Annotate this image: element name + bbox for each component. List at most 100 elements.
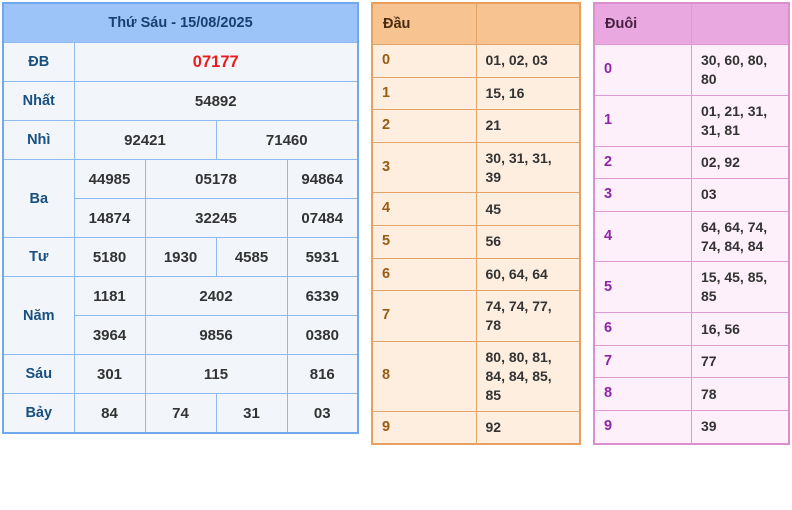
dau-title: Đầu: [371, 2, 477, 45]
prize-value-nam-6: 0380: [286, 315, 359, 355]
prize-value-db: 07177: [73, 42, 359, 82]
prize-value-ba-5: 32245: [144, 198, 288, 238]
prize-value-ba-3: 94864: [286, 159, 359, 199]
dau-row-9: 9 92: [371, 410, 581, 445]
duoi-row-0: 0 30, 60, 80, 80: [593, 44, 790, 96]
dau-key-6: 6: [371, 257, 477, 292]
table-row-db: ĐB 07177: [2, 42, 359, 82]
prize-value-sau-1: 301: [73, 354, 146, 394]
table-row-sau: Sáu 301 115 816: [2, 354, 359, 394]
prize-label-ba: Ba: [2, 159, 75, 238]
duoi-values-8: 78: [691, 377, 790, 411]
dau-row-8: 8 80, 80, 81, 84, 84, 85, 85: [371, 340, 581, 412]
dau-values-4: 45: [475, 192, 581, 227]
prize-label-tu: Tư: [2, 237, 75, 277]
dau-values-9: 92: [475, 410, 581, 445]
prize-value-nam-1: 1181: [73, 276, 146, 316]
duoi-row-1: 1 01, 21, 31, 31, 81: [593, 94, 790, 147]
duoi-header-blank: [691, 2, 790, 45]
prize-value-bay-4: 03: [286, 393, 359, 434]
duoi-values-2: 02, 92: [691, 145, 790, 180]
prize-value-sau-2: 115: [144, 354, 288, 394]
duoi-values-7: 77: [691, 344, 790, 379]
duoi-key-1: 1: [593, 94, 692, 147]
main-results-table: Thứ Sáu - 15/08/2025 ĐB 07177 Nhất 54892…: [2, 2, 359, 434]
dau-row-5: 5 56: [371, 225, 581, 259]
dau-key-8: 8: [371, 340, 477, 412]
dau-values-5: 56: [475, 225, 581, 259]
dau-key-7: 7: [371, 290, 477, 342]
prize-value-nam-3: 6339: [286, 276, 359, 316]
duoi-key-8: 8: [593, 377, 692, 411]
dau-row-4: 4 45: [371, 192, 581, 227]
duoi-key-9: 9: [593, 409, 692, 445]
dau-table: Đầu 0 01, 02, 03 1 15, 16 2 21 3 30,: [371, 2, 581, 446]
duoi-key-6: 6: [593, 312, 692, 346]
prize-value-nhi-2: 71460: [215, 120, 359, 160]
duoi-title: Đuôi: [593, 2, 692, 45]
dau-header-row: Đầu: [371, 2, 581, 45]
prize-value-bay-2: 74: [144, 393, 217, 434]
prize-label-bay: Bảy: [2, 393, 75, 434]
duoi-row-4: 4 64, 64, 74, 74, 84, 84: [593, 210, 790, 263]
prize-value-nhat: 54892: [73, 81, 359, 121]
prize-label-db: ĐB: [2, 42, 75, 82]
dau-values-0: 01, 02, 03: [475, 44, 581, 78]
duoi-values-0: 30, 60, 80, 80: [691, 44, 790, 96]
prize-value-nam-2: 2402: [144, 276, 288, 316]
duoi-values-1: 01, 21, 31, 31, 81: [691, 94, 790, 147]
duoi-values-9: 39: [691, 409, 790, 445]
duoi-values-3: 03: [691, 178, 790, 212]
dau-table-wrapper: Đầu 0 01, 02, 03 1 15, 16 2 21 3 30,: [371, 2, 581, 446]
duoi-row-2: 2 02, 92: [593, 145, 790, 180]
table-header-row: Thứ Sáu - 15/08/2025: [2, 2, 359, 43]
results-date-header: Thứ Sáu - 15/08/2025: [2, 2, 359, 43]
duoi-row-3: 3 03: [593, 178, 790, 212]
duoi-table: Đuôi 0 30, 60, 80, 80 1 01, 21, 31, 31, …: [593, 2, 790, 445]
prize-value-nam-5: 9856: [144, 315, 288, 355]
duoi-key-3: 3: [593, 178, 692, 212]
dau-row-3: 3 30, 31, 31, 39: [371, 141, 581, 194]
prize-label-sau: Sáu: [2, 354, 75, 394]
table-row-ba-1: Ba 44985 05178 94864: [2, 159, 359, 238]
duoi-header-row: Đuôi: [593, 2, 790, 45]
dau-values-8: 80, 80, 81, 84, 84, 85, 85: [475, 340, 581, 412]
duoi-values-6: 16, 56: [691, 312, 790, 346]
duoi-key-0: 0: [593, 44, 692, 96]
dau-row-0: 0 01, 02, 03: [371, 44, 581, 78]
table-row-nhi: Nhì 92421 71460: [2, 120, 359, 160]
dau-key-5: 5: [371, 225, 477, 259]
dau-key-2: 2: [371, 109, 477, 143]
prize-value-tu-2: 1930: [144, 237, 217, 277]
table-row-nam-1: Năm 1181 2402 6339: [2, 276, 359, 355]
duoi-values-5: 15, 45, 85, 85: [691, 261, 790, 314]
dau-key-1: 1: [371, 76, 477, 111]
dau-key-9: 9: [371, 410, 477, 445]
main-results-table-wrapper: Thứ Sáu - 15/08/2025 ĐB 07177 Nhất 54892…: [2, 2, 359, 434]
dau-values-7: 74, 74, 77, 78: [475, 290, 581, 342]
dau-key-3: 3: [371, 141, 477, 194]
dau-values-2: 21: [475, 109, 581, 143]
duoi-row-7: 7 77: [593, 344, 790, 379]
prize-value-tu-4: 5931: [286, 237, 359, 277]
duoi-table-wrapper: Đuôi 0 30, 60, 80, 80 1 01, 21, 31, 31, …: [593, 2, 790, 445]
prize-value-ba-2: 05178: [144, 159, 288, 199]
dau-key-0: 0: [371, 44, 477, 78]
duoi-key-2: 2: [593, 145, 692, 180]
duoi-row-5: 5 15, 45, 85, 85: [593, 261, 790, 314]
dau-row-1: 1 15, 16: [371, 76, 581, 111]
prize-value-bay-3: 31: [215, 393, 288, 434]
prize-value-ba-6: 07484: [286, 198, 359, 238]
table-row-tu: Tư 5180 1930 4585 5931: [2, 237, 359, 277]
table-row-nam-2: 3964 9856 0380: [3, 315, 359, 355]
dau-values-3: 30, 31, 31, 39: [475, 141, 581, 194]
prize-value-bay-1: 84: [73, 393, 146, 434]
prize-value-sau-3: 816: [286, 354, 359, 394]
duoi-row-9: 9 39: [593, 409, 790, 445]
prize-value-ba-1: 44985: [73, 159, 146, 199]
duoi-key-7: 7: [593, 344, 692, 379]
prize-value-nam-4: 3964: [73, 315, 146, 355]
prize-label-nam: Năm: [2, 276, 75, 355]
prize-value-nhi-1: 92421: [73, 120, 217, 160]
